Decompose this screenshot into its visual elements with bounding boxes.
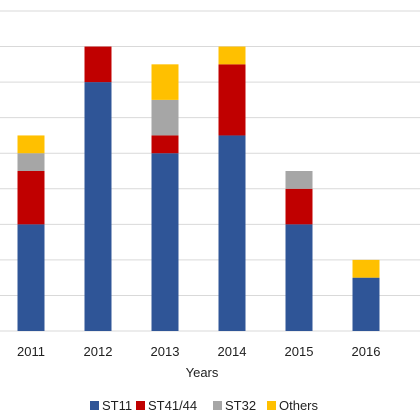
legend-swatch-others xyxy=(267,401,276,410)
x-tick-label-2015: 2015 xyxy=(285,344,314,359)
legend-swatch-st11 xyxy=(90,401,99,410)
bar-segment-2011-st32 xyxy=(17,153,45,171)
bar-segment-2013-others xyxy=(151,64,179,100)
legend-swatch-st32 xyxy=(213,401,222,410)
bar-segment-2014-st41-44 xyxy=(218,64,246,136)
bar-segment-2013-st32 xyxy=(151,99,179,136)
legend: ST11 ST41/44 ST32 Others xyxy=(90,398,319,413)
bars xyxy=(17,46,380,331)
bar-segment-2012-st11 xyxy=(84,82,112,331)
bar-segment-2016-others xyxy=(352,259,380,278)
legend-label-st11: ST11 xyxy=(102,398,132,413)
x-tick-label-2011: 2011 xyxy=(17,344,45,359)
bar-segment-2015-st11 xyxy=(285,224,313,331)
bar-segment-2015-st32 xyxy=(285,171,313,189)
bar-segment-2011-st11 xyxy=(17,224,45,331)
bar-segment-2015-st41-44 xyxy=(285,188,313,225)
bar-segment-2014-st11 xyxy=(218,135,246,331)
x-tick-label-2013: 2013 xyxy=(151,344,180,359)
bar-segment-2012-st41-44 xyxy=(84,46,112,83)
bar-segment-2011-st41-44 xyxy=(17,171,45,225)
legend-label-others: Others xyxy=(279,398,319,413)
bar-segment-2013-st41-44 xyxy=(151,135,179,154)
bar-segment-2014-others xyxy=(218,46,246,65)
bar-segment-2013-st11 xyxy=(151,153,179,331)
x-axis-title: Years xyxy=(186,365,219,380)
x-tick-labels: 2011 2012 2013 2014 2015 2016 xyxy=(17,344,380,359)
x-tick-label-2016: 2016 xyxy=(352,344,381,359)
legend-swatch-st41-44 xyxy=(136,401,145,410)
x-tick-label-2012: 2012 xyxy=(84,344,113,359)
legend-label-st41-44: ST41/44 xyxy=(148,398,197,413)
bar-segment-2011-others xyxy=(17,135,45,154)
legend-label-st32: ST32 xyxy=(225,398,256,413)
x-tick-label-2014: 2014 xyxy=(218,344,247,359)
gridlines xyxy=(0,10,420,332)
bar-segment-2016-st11 xyxy=(352,277,380,331)
